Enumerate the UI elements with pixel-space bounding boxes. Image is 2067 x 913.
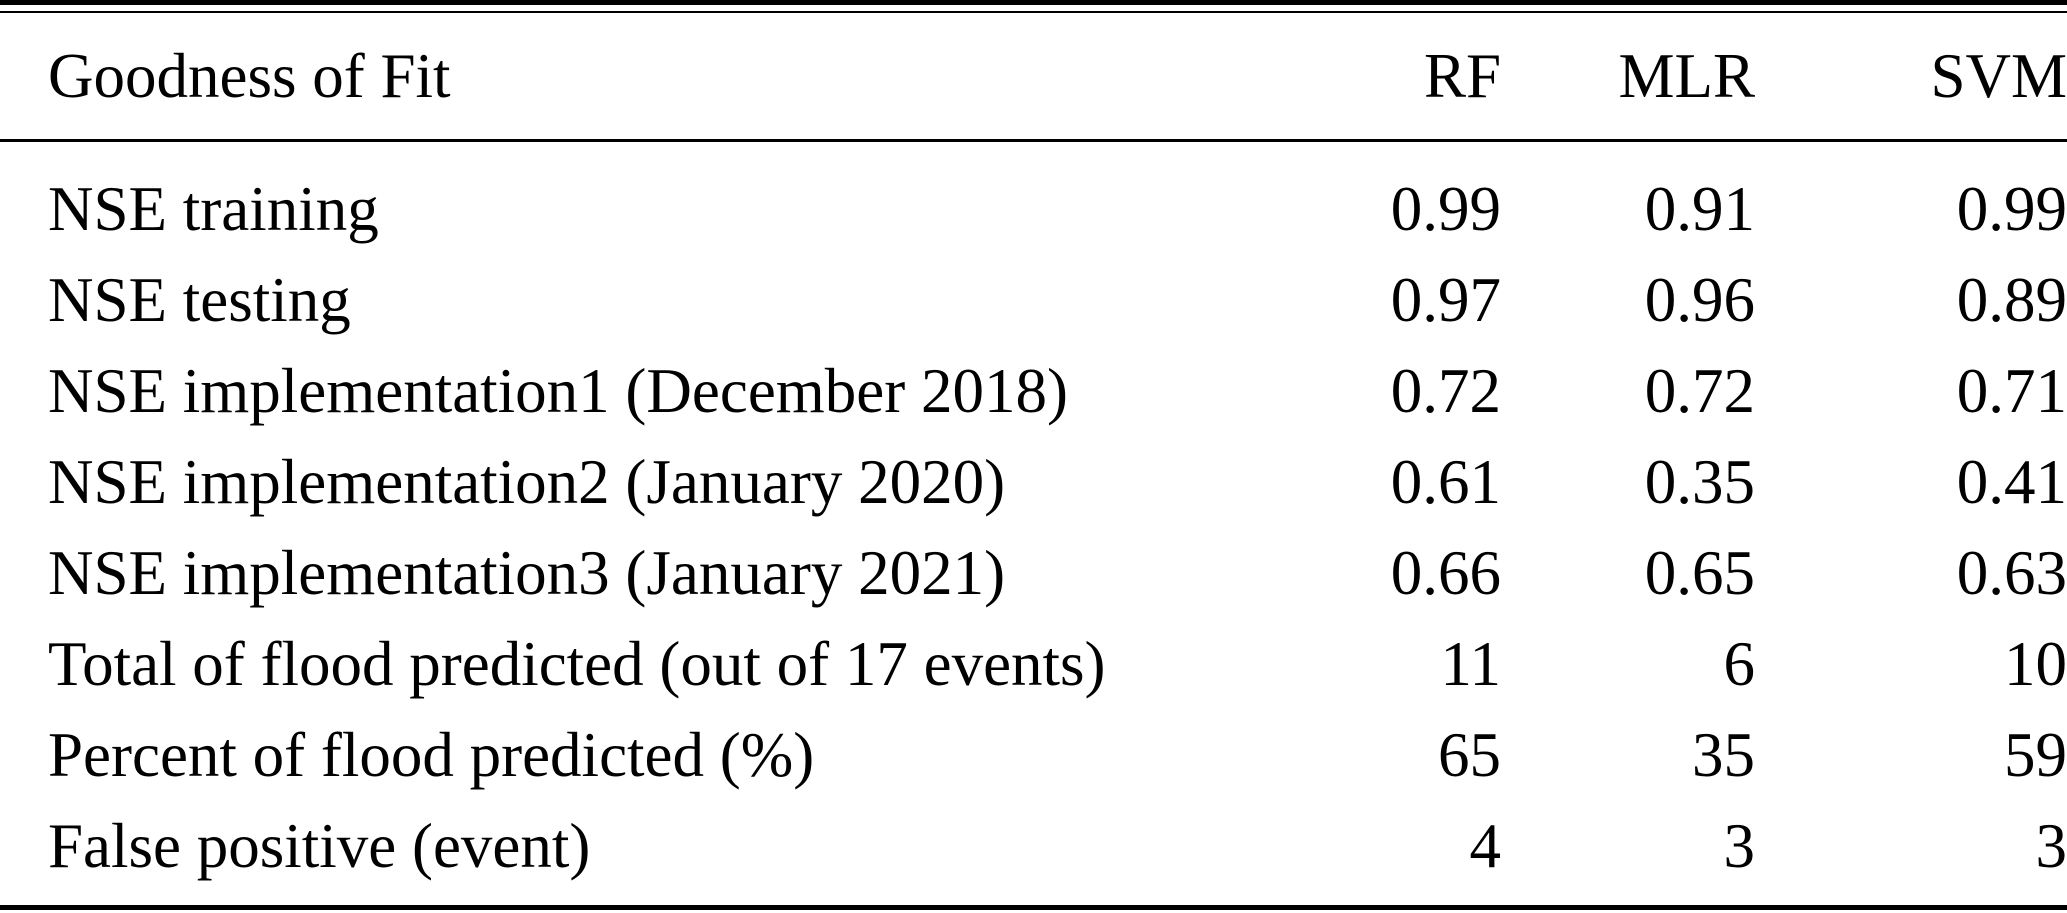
cell-rf: 0.72 (1390, 356, 1501, 426)
top-rule-thin (0, 11, 2067, 13)
cell-mlr: 0.72 (1644, 356, 1755, 426)
table-row: NSE testing 0.97 0.96 0.89 (0, 255, 2067, 346)
header-col-rf: RF (1246, 13, 1501, 142)
cell-mlr: 6 (1723, 629, 1756, 699)
cell-svm: 0.99 (1956, 174, 2067, 244)
cell-mlr: 0.96 (1644, 265, 1755, 335)
table-row: Total of flood predicted (out of 17 even… (0, 619, 2067, 710)
cell-svm: 0.71 (1956, 356, 2067, 426)
cell-mlr: 0.91 (1644, 174, 1755, 244)
table-row: NSE training 0.99 0.91 0.99 (0, 141, 2067, 256)
cell-mlr: 3 (1723, 811, 1756, 881)
cell-rf: 65 (1438, 720, 1501, 790)
cell-svm: 0.41 (1956, 447, 2067, 517)
row-label: NSE implementation2 (January 2020) (48, 447, 1006, 517)
row-label: Percent of flood predicted (%) (48, 720, 815, 790)
header-col-mlr: MLR (1501, 13, 1755, 142)
cell-svm: 0.63 (1956, 538, 2067, 608)
row-label: NSE testing (48, 265, 351, 335)
goodness-of-fit-table: Goodness of Fit RF MLR SVM NSE training … (0, 13, 2067, 892)
header-goodness-of-fit: Goodness of Fit (0, 13, 1246, 142)
bottom-rule-thick (0, 905, 2067, 910)
header-row: Goodness of Fit RF MLR SVM (0, 13, 2067, 142)
cell-rf: 4 (1469, 811, 1502, 881)
top-rule-thick (0, 0, 2067, 5)
cell-mlr: 0.65 (1644, 538, 1755, 608)
cell-rf: 0.66 (1390, 538, 1501, 608)
row-label: NSE training (48, 174, 379, 244)
table-row: NSE implementation3 (January 2021) 0.66 … (0, 528, 2067, 619)
cell-rf: 11 (1440, 629, 1501, 699)
header-col-svm: SVM (1755, 13, 2067, 142)
cell-mlr: 0.35 (1644, 447, 1755, 517)
table-row: NSE implementation2 (January 2020) 0.61 … (0, 437, 2067, 528)
table-row: False positive (event) 4 3 3 (0, 801, 2067, 892)
row-label: NSE implementation3 (January 2021) (48, 538, 1006, 608)
cell-svm: 0.89 (1956, 265, 2067, 335)
table-row: Percent of flood predicted (%) 65 35 59 (0, 710, 2067, 801)
cell-rf: 0.99 (1390, 174, 1501, 244)
table-body: NSE training 0.99 0.91 0.99 NSE testing … (0, 141, 2067, 893)
cell-svm: 59 (2004, 720, 2067, 790)
row-label: False positive (event) (48, 811, 591, 881)
row-label: NSE implementation1 (December 2018) (48, 356, 1068, 426)
cell-rf: 0.61 (1390, 447, 1501, 517)
cell-rf: 0.97 (1390, 265, 1501, 335)
cell-svm: 3 (2035, 811, 2067, 881)
table-row: NSE implementation1 (December 2018) 0.72… (0, 346, 2067, 437)
cell-mlr: 35 (1692, 720, 1755, 790)
cell-svm: 10 (2004, 629, 2067, 699)
row-label: Total of flood predicted (out of 17 even… (48, 629, 1106, 699)
table-header: Goodness of Fit RF MLR SVM (0, 13, 2067, 142)
